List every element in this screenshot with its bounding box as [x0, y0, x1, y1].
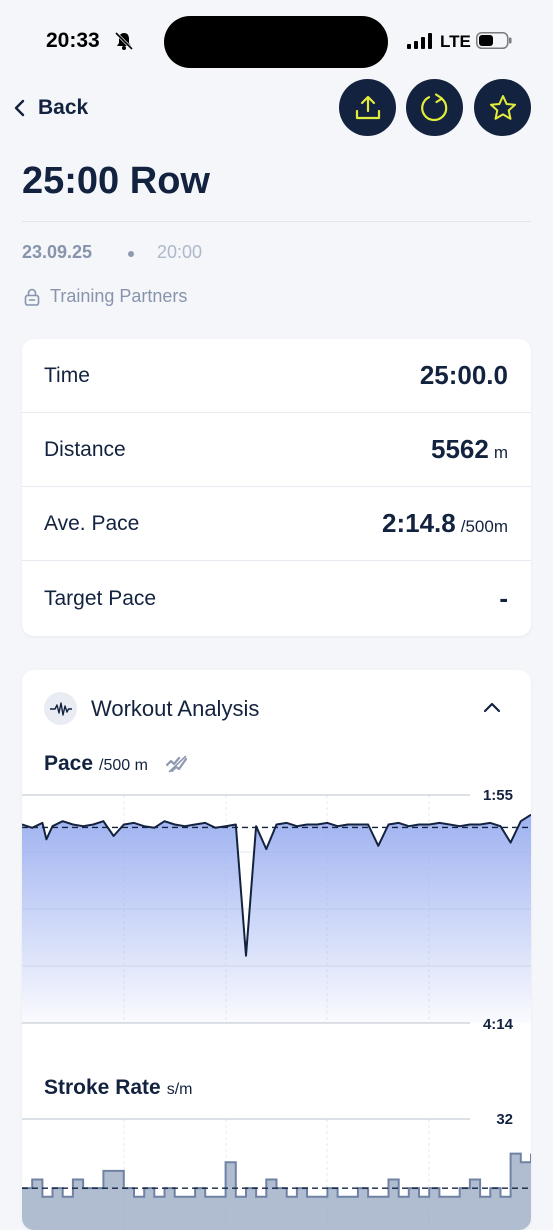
stroke-top-tick: 32: [496, 1111, 513, 1128]
pace-area: [22, 814, 531, 1023]
stroke-rate-area: [22, 1153, 531, 1230]
stroke-rate-title: Stroke Rate: [44, 1076, 161, 1099]
share-icon: [355, 95, 380, 119]
pace-chart: 1:55 4:14: [22, 787, 531, 1033]
status-time: 20:33: [46, 29, 100, 52]
privacy-label: Training Partners: [50, 286, 188, 306]
chevron-up-icon[interactable]: [483, 700, 501, 714]
stats-card: Time 25:00.0 Distance 5562 m Ave. Pace 2…: [22, 339, 531, 636]
status-bar: 20:33 LTE: [0, 0, 553, 80]
workout-time: 20:00: [157, 242, 203, 262]
waveform-icon: [44, 692, 77, 725]
stat-label: Time: [44, 363, 90, 387]
stat-value: 25:00.0: [419, 360, 508, 390]
dynamic-island: [164, 16, 388, 68]
pace-top-tick: 1:55: [483, 787, 513, 804]
page-title: 25:00 Row: [22, 160, 210, 202]
split-toggle-icon[interactable]: [165, 755, 188, 773]
favorite-button[interactable]: [474, 79, 531, 136]
workout-analysis-card: Workout Analysis Pace /500 m 1:55 4:14 St…: [22, 670, 531, 1230]
header-divider: [22, 221, 531, 222]
stat-value: -: [499, 583, 508, 613]
stroke-rate-chart-header: Stroke Rate s/m: [44, 1076, 193, 1100]
stroke-rate-unit: s/m: [166, 1081, 193, 1098]
workout-analysis-header[interactable]: Workout Analysis: [44, 692, 259, 725]
workout-analysis-title: Workout Analysis: [91, 695, 260, 721]
separator-dot: [128, 251, 134, 257]
workout-date: 23.09.25: [22, 242, 93, 262]
stroke-rate-chart: 32: [22, 1111, 531, 1230]
privacy-setting[interactable]: Training Partners: [22, 286, 187, 307]
lock-icon: [24, 288, 40, 306]
pace-title: Pace: [44, 752, 94, 775]
back-button[interactable]: Back: [14, 93, 88, 123]
stat-value: 5562: [430, 434, 489, 464]
stat-row-ave-pace: Ave. Pace 2:14.8 /500m: [22, 487, 531, 561]
stat-unit: m: [493, 443, 508, 462]
bell-slash-icon: [114, 31, 134, 51]
stat-row-distance: Distance 5562 m: [22, 413, 531, 487]
network-label: LTE: [440, 32, 471, 51]
signal-icon: [407, 33, 432, 49]
stat-label: Distance: [44, 437, 126, 461]
stat-unit: /500m: [460, 517, 508, 536]
star-icon: [489, 94, 516, 120]
pace-unit: /500 m: [99, 757, 148, 774]
share-button[interactable]: [339, 79, 396, 136]
refresh-icon: [420, 92, 447, 121]
back-label: Back: [38, 96, 89, 119]
stat-row-target-pace: Target Pace -: [22, 561, 531, 636]
pace-bottom-tick: 4:14: [483, 1016, 514, 1033]
stat-row-time: Time 25:00.0: [22, 339, 531, 413]
stat-label: Ave. Pace: [44, 511, 140, 535]
stat-value: 2:14.8: [382, 508, 456, 538]
chevron-left-icon: [14, 99, 25, 117]
pace-line: [22, 813, 531, 957]
pace-chart-header: Pace /500 m: [44, 752, 188, 776]
refresh-button[interactable]: [406, 79, 463, 136]
stat-label: Target Pace: [44, 586, 157, 610]
battery-icon: [476, 32, 512, 49]
